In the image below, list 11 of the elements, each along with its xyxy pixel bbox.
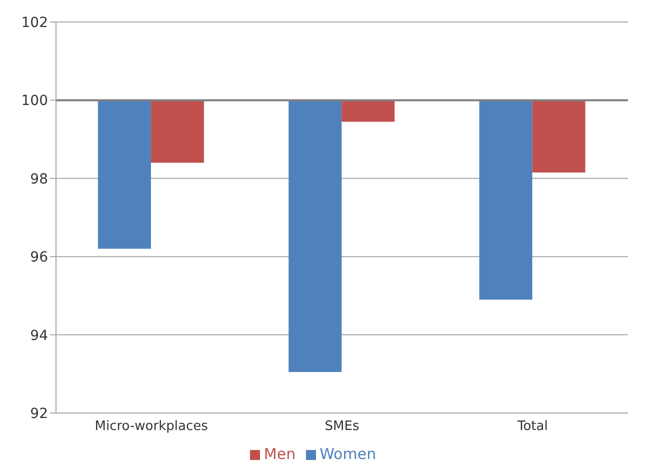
x-tick-label: Total (516, 419, 548, 434)
y-tick-label: 96 (30, 250, 48, 266)
y-tick-label: 92 (30, 406, 48, 422)
legend-label: Women (320, 445, 376, 463)
x-tick-label: Micro-workplaces (94, 419, 208, 434)
x-tick-label: SMEs (324, 419, 360, 434)
y-tick-label: 102 (21, 14, 48, 31)
y-tick-label: 100 (21, 93, 48, 110)
y-tick-label: 94 (30, 328, 48, 344)
legend-label: Men (264, 445, 296, 463)
y-tick-label: 98 (30, 171, 48, 188)
